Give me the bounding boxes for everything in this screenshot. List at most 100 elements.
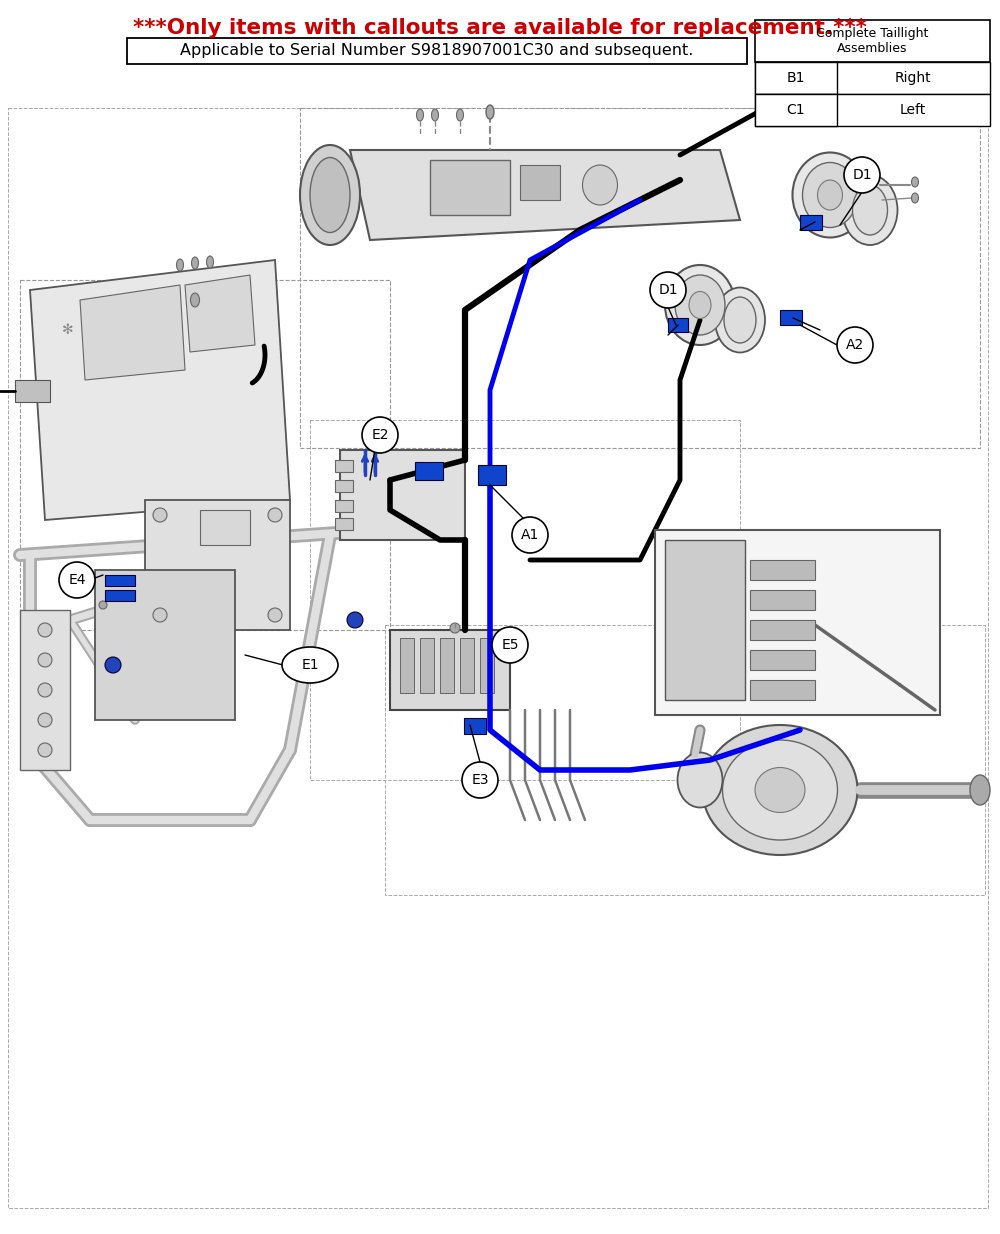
Circle shape: [462, 763, 498, 798]
Text: E3: E3: [471, 772, 489, 787]
Bar: [750, 680, 815, 700]
Text: Right: Right: [895, 72, 931, 85]
Polygon shape: [30, 260, 290, 520]
Text: E2: E2: [371, 428, 389, 442]
Ellipse shape: [715, 288, 765, 353]
Ellipse shape: [416, 109, 424, 121]
Bar: [400, 638, 414, 694]
Circle shape: [362, 417, 398, 453]
Ellipse shape: [818, 180, 842, 210]
Text: ✻: ✻: [62, 323, 74, 337]
Bar: [95, 570, 235, 719]
Ellipse shape: [802, 163, 858, 227]
Circle shape: [512, 517, 548, 553]
Text: E5: E5: [501, 638, 519, 652]
Ellipse shape: [970, 775, 990, 805]
Bar: [20, 280, 390, 631]
Ellipse shape: [582, 165, 618, 205]
Text: E4: E4: [68, 573, 86, 587]
Circle shape: [153, 508, 167, 522]
Text: B1: B1: [787, 72, 805, 85]
Circle shape: [38, 713, 52, 727]
Bar: [464, 718, 486, 734]
Ellipse shape: [818, 91, 842, 102]
Ellipse shape: [912, 176, 918, 188]
Circle shape: [347, 612, 363, 628]
Polygon shape: [185, 275, 255, 352]
Circle shape: [492, 627, 528, 663]
Bar: [750, 590, 815, 610]
Polygon shape: [350, 151, 740, 239]
Text: ***Only items with callouts are available for replacement.***: ***Only items with callouts are availabl…: [133, 19, 867, 38]
Ellipse shape: [432, 109, 438, 121]
Bar: [430, 160, 510, 215]
Circle shape: [105, 656, 121, 673]
Circle shape: [38, 623, 52, 637]
Bar: [8, 109, 988, 1208]
Bar: [335, 480, 353, 492]
Ellipse shape: [722, 740, 838, 840]
Bar: [15, 380, 50, 402]
Text: E1: E1: [301, 658, 319, 673]
Bar: [300, 109, 980, 448]
Ellipse shape: [842, 175, 898, 246]
Bar: [440, 638, 454, 694]
Bar: [800, 215, 822, 230]
Bar: [480, 638, 494, 694]
Bar: [390, 631, 510, 710]
Ellipse shape: [176, 259, 184, 271]
Bar: [105, 575, 135, 586]
Ellipse shape: [675, 275, 725, 334]
Bar: [415, 462, 443, 480]
Bar: [145, 500, 290, 631]
Ellipse shape: [207, 255, 214, 268]
Ellipse shape: [282, 647, 338, 682]
Bar: [750, 650, 815, 670]
Bar: [20, 610, 70, 770]
Circle shape: [268, 508, 282, 522]
Bar: [755, 20, 990, 62]
Bar: [105, 590, 135, 601]
Ellipse shape: [300, 146, 360, 246]
Bar: [335, 460, 353, 471]
Bar: [385, 624, 985, 895]
Bar: [750, 560, 815, 580]
Bar: [755, 94, 837, 126]
Bar: [780, 310, 802, 325]
Ellipse shape: [912, 193, 918, 204]
Circle shape: [38, 743, 52, 756]
Ellipse shape: [192, 257, 198, 269]
Circle shape: [837, 327, 873, 363]
Bar: [335, 518, 353, 529]
Circle shape: [153, 608, 167, 622]
Ellipse shape: [755, 768, 805, 812]
Bar: [335, 500, 353, 512]
Text: Complete Taillight
Assemblies: Complete Taillight Assemblies: [816, 27, 928, 56]
Text: Applicable to Serial Number S9818907001C30 and subsequent.: Applicable to Serial Number S9818907001C…: [180, 43, 694, 58]
Ellipse shape: [678, 753, 722, 807]
Ellipse shape: [456, 109, 464, 121]
Ellipse shape: [852, 185, 888, 234]
Bar: [310, 420, 740, 780]
Bar: [127, 38, 747, 64]
Circle shape: [268, 608, 282, 622]
Bar: [460, 638, 474, 694]
Bar: [478, 465, 506, 485]
Ellipse shape: [190, 292, 200, 307]
Bar: [340, 450, 465, 540]
Bar: [755, 62, 990, 94]
Circle shape: [844, 157, 880, 193]
Ellipse shape: [665, 265, 735, 346]
Bar: [665, 540, 745, 700]
Bar: [520, 165, 560, 200]
Bar: [750, 619, 815, 640]
Ellipse shape: [792, 153, 868, 237]
Ellipse shape: [689, 291, 711, 318]
Circle shape: [38, 653, 52, 668]
Bar: [200, 510, 250, 545]
Polygon shape: [80, 285, 185, 380]
Ellipse shape: [486, 105, 494, 118]
Ellipse shape: [310, 158, 350, 232]
Bar: [755, 62, 837, 94]
Bar: [668, 318, 688, 332]
